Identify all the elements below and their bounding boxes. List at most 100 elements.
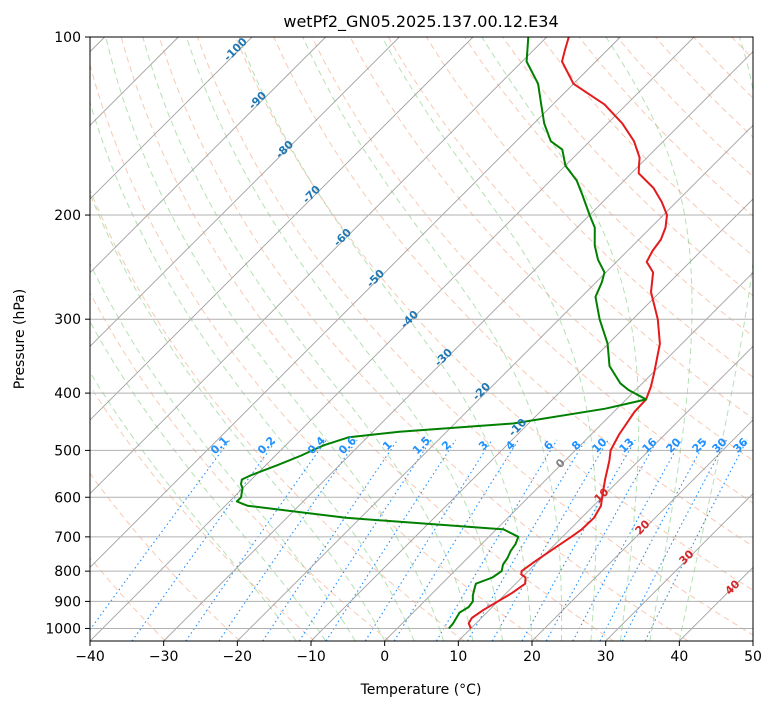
moist-adiabat-line bbox=[481, 37, 640, 641]
mixing-ratio-label: 36 bbox=[731, 435, 751, 455]
dry-adiabat-label: -60 bbox=[331, 226, 354, 249]
dry-adiabat-line bbox=[120, 37, 614, 641]
mixing-ratio-label: 0.4 bbox=[305, 434, 328, 457]
isotherm-line bbox=[458, 345, 753, 641]
y-tick-label: 700 bbox=[54, 530, 81, 546]
axis-ticks: −40 −30 −20 −10 0 10 20 30 40 5010009008007006005… bbox=[45, 30, 762, 665]
mixing-ratio-line bbox=[262, 439, 399, 641]
x-tick-label: 30 bbox=[597, 649, 615, 665]
mixing-ratio-line bbox=[545, 439, 658, 641]
dry-adiabat-line bbox=[464, 37, 753, 337]
moist-adiabat-label: 10 bbox=[592, 485, 612, 505]
moist-adiabat-line bbox=[90, 192, 386, 641]
isotherm-line bbox=[90, 37, 400, 347]
mixing-ratio-line bbox=[572, 439, 682, 641]
x-tick-label: 40 bbox=[670, 649, 688, 665]
dewpoint-profile-line bbox=[235, 37, 648, 630]
y-tick-label: 400 bbox=[54, 386, 81, 402]
line-labels: -100-90-80-70-60-50-40-30-20-10010203040… bbox=[208, 35, 751, 598]
y-tick-label: 300 bbox=[54, 312, 81, 328]
dry-adiabat-label: -40 bbox=[398, 308, 421, 331]
dry-adiabat-line bbox=[502, 37, 753, 297]
y-tick-label: 1000 bbox=[45, 621, 81, 637]
dry-adiabat-line bbox=[90, 291, 390, 641]
mixing-ratio-line bbox=[599, 439, 707, 641]
dry-adiabat-label: -90 bbox=[246, 89, 269, 112]
mixing-ratio-line bbox=[90, 439, 231, 631]
dry-adiabat-line bbox=[235, 37, 753, 591]
moist-adiabat-line bbox=[238, 37, 533, 641]
dry-adiabat-label: -20 bbox=[470, 380, 493, 403]
background-lines bbox=[90, 37, 775, 641]
mixing-ratio-line bbox=[521, 439, 636, 641]
dry-adiabat-line bbox=[425, 37, 753, 378]
isotherm-line bbox=[90, 37, 474, 421]
moist-adiabat-label: 20 bbox=[633, 517, 653, 537]
isotherm-line bbox=[679, 566, 753, 641]
isotherm-line bbox=[384, 272, 753, 641]
mixing-ratio-label: 30 bbox=[710, 435, 730, 455]
dry-adiabat-label: -80 bbox=[273, 138, 296, 161]
x-tick-label: −40 bbox=[75, 649, 105, 665]
mixing-ratio-line bbox=[364, 439, 493, 641]
mixing-ratio-label: 25 bbox=[690, 436, 710, 456]
isotherm-line bbox=[605, 493, 753, 641]
isotherm-line bbox=[90, 37, 253, 200]
dry-adiabat-line bbox=[311, 37, 753, 504]
dry-adiabat-line bbox=[90, 188, 465, 641]
mixing-ratio-line bbox=[621, 439, 727, 641]
mixing-ratio-line bbox=[325, 439, 457, 641]
dry-adiabat-line bbox=[349, 37, 753, 462]
isotherm-line bbox=[90, 37, 547, 495]
x-tick-label: −10 bbox=[296, 649, 326, 665]
mixing-ratio-label: 16 bbox=[640, 435, 660, 455]
moist-adiabat-line bbox=[90, 320, 327, 641]
dry-adiabat-label: -100 bbox=[221, 35, 250, 64]
dry-adiabat-line bbox=[770, 37, 775, 641]
y-axis-label: Pressure (hPa) bbox=[12, 289, 28, 389]
isotherm-line bbox=[752, 640, 753, 641]
dry-adiabat-line bbox=[693, 37, 753, 99]
dry-adiabat-line bbox=[387, 37, 753, 420]
mixing-ratio-line bbox=[491, 439, 609, 641]
mixing-ratio-line bbox=[467, 439, 586, 641]
dry-adiabat-label: -30 bbox=[432, 346, 455, 369]
y-tick-label: 900 bbox=[54, 594, 81, 610]
mixing-ratio-line bbox=[298, 439, 432, 641]
mixing-ratio-label: 0.2 bbox=[255, 434, 278, 457]
isotherm-line bbox=[310, 198, 753, 641]
moist-adiabat-line bbox=[605, 37, 693, 641]
y-tick-label: 500 bbox=[54, 443, 81, 459]
y-tick-label: 200 bbox=[54, 208, 81, 224]
x-axis-label: Temperature (°C) bbox=[360, 682, 482, 698]
mixing-ratio-line bbox=[644, 439, 748, 641]
mixing-ratio-line bbox=[131, 439, 278, 641]
isotherm-line bbox=[531, 419, 753, 641]
plot-frame bbox=[89, 36, 754, 642]
moist-adiabat-label: 30 bbox=[677, 547, 697, 567]
mixing-ratio-label: 13 bbox=[617, 436, 637, 456]
moist-adiabat-line bbox=[105, 37, 445, 641]
x-tick-label: 50 bbox=[744, 649, 762, 665]
moist-adiabat-line bbox=[381, 37, 597, 641]
moist-adiabat-line bbox=[90, 371, 297, 641]
y-tick-label: 800 bbox=[54, 564, 81, 580]
data-lines bbox=[235, 37, 668, 630]
dry-adiabat-line bbox=[90, 384, 316, 641]
freezing-label: 0 bbox=[553, 456, 568, 471]
isotherm-line bbox=[237, 124, 753, 641]
moist-adiabat-line bbox=[302, 37, 563, 641]
y-tick-label: 100 bbox=[54, 30, 81, 46]
dry-adiabat-line bbox=[90, 62, 540, 641]
x-tick-label: 20 bbox=[523, 649, 541, 665]
x-tick-label: 10 bbox=[449, 649, 467, 665]
moist-adiabat-line bbox=[90, 262, 356, 641]
dry-adiabat-line bbox=[90, 472, 241, 641]
moist-adiabat-line bbox=[678, 37, 753, 641]
isotherm-line bbox=[90, 37, 326, 274]
dry-adiabat-line bbox=[655, 37, 753, 138]
isotherm-line bbox=[90, 37, 621, 568]
grid bbox=[90, 37, 753, 641]
dry-adiabat-line bbox=[197, 37, 753, 636]
